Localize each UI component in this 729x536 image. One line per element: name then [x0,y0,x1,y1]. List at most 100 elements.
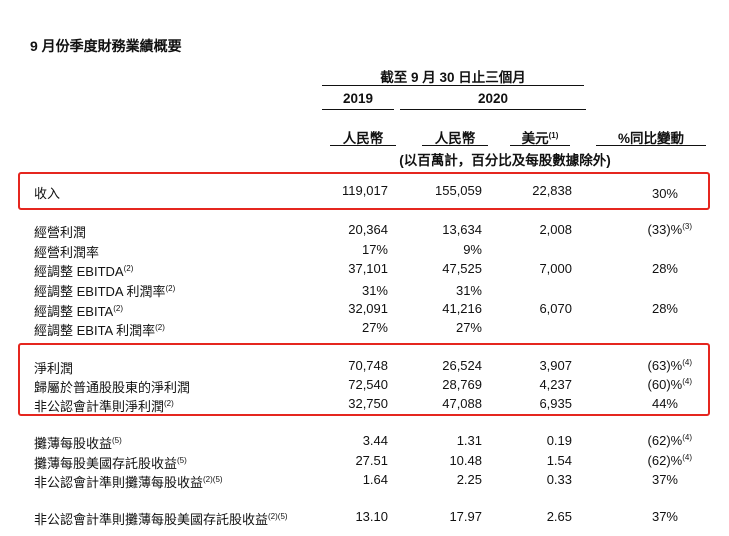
table-row: 非公認會計準則淨利潤(2) 32,750 47,088 6,935 44% [34,396,704,414]
value-2019: 70,748 [348,358,388,373]
row-label-text: 經調整 EBITA 利潤率 [34,323,156,338]
value-usd: 0.19 [546,433,572,448]
value-usd: 2.65 [546,509,572,524]
table-row: 經營利潤率 17% 9% [34,242,704,260]
value-yoy-text: 28% [651,301,678,316]
row-label-text: 經調整 EBITDA [34,264,124,279]
highlight-box-revenue [18,172,710,210]
value-2019: 27.51 [355,453,388,468]
value-yoy: 37% [652,472,678,487]
table-row: 淨利潤 70,748 26,524 3,907 (63)%(4) [34,358,704,376]
value-yoy-footnote: (4) [682,358,692,367]
value-yoy: (63)%(4) [648,358,692,373]
value-yoy: 37% [652,509,678,524]
table-row: 經調整 EBITDA(2) 37,101 47,525 7,000 28% [34,261,704,279]
value-2020: 26,524 [442,358,482,373]
year-2019-header: 2019 [342,91,374,106]
row-label-text: 經調整 EBITA [34,304,114,319]
value-yoy: (62)%(4) [648,453,692,468]
yoy-header: %同比變動 [617,131,684,146]
value-2019: 17% [361,242,388,257]
value-usd: 22,838 [532,183,572,198]
currency-usd: 美元(1) [521,131,559,146]
value-2020: 47,088 [442,396,482,411]
row-label-footnote: (2)(5) [268,512,288,521]
value-2019: 20,364 [348,222,388,237]
value-2019: 37,101 [348,261,388,276]
value-2020: 28,769 [442,377,482,392]
value-2020: 27% [455,320,482,335]
period-underline [322,85,584,86]
table-row: 經營利潤 20,364 13,634 2,008 (33)%(3) [34,222,704,240]
row-label-footnote: (2) [155,323,165,332]
value-2020: 13,634 [442,222,482,237]
row-label: 經調整 EBITA(2) [34,301,123,320]
currency-rmb-2019: 人民幣 [342,131,384,146]
value-yoy-footnote: (3) [682,222,692,231]
row-label-footnote: (2) [164,399,174,408]
value-2020: 1.31 [456,433,482,448]
value-2019: 32,750 [348,396,388,411]
value-usd: 7,000 [539,261,572,276]
row-label: 收入 [34,183,60,202]
value-yoy-footnote: (4) [682,377,692,386]
value-yoy: (62)%(4) [648,433,692,448]
value-yoy-footnote: (4) [682,433,692,442]
value-yoy-text: 44% [651,396,678,411]
highlight-box-net-income [18,343,710,416]
value-yoy-text: (60)% [647,377,683,392]
table-row: 歸屬於普通股股東的淨利潤 72,540 28,769 4,237 (60)%(4) [34,377,704,395]
value-usd: 6,070 [539,301,572,316]
value-2020: 17.97 [449,509,482,524]
row-label: 攤薄每股美國存託股收益(5) [34,453,187,472]
table-row: 收入 119,017 155,059 22,838 30% [34,183,704,201]
table-row: 經調整 EBITA 利潤率(2) 27% 27% [34,320,704,338]
row-label-footnote: (2) [165,284,176,293]
row-label-footnote: (5) [112,436,122,445]
value-2020: 41,216 [442,301,482,316]
units-note: (以百萬計，百分比及每股數據除外) [399,153,611,168]
row-label: 經調整 EBITDA(2) [34,261,133,280]
value-yoy-text: (62)% [647,453,683,468]
currency-rmb-2020: 人民幣 [434,131,476,146]
value-usd: 2,008 [539,222,572,237]
row-label: 經調整 EBITA 利潤率(2) [34,320,165,339]
value-yoy-text: 37% [651,472,678,487]
row-label: 非公認會計準則攤薄每股美國存託股收益(2)(5) [34,509,288,528]
row-label-text: 歸屬於普通股股東的淨利潤 [34,380,191,395]
value-yoy-text: 30% [651,186,678,201]
value-yoy-text: (63)% [647,358,683,373]
value-yoy-text: (62)% [647,433,683,448]
table-row: 經調整 EBITA(2) 32,091 41,216 6,070 28% [34,301,704,319]
value-yoy: (60)%(4) [648,377,692,392]
currency-underline-4 [596,145,706,146]
year-2020-underline [400,109,586,110]
row-label-text: 非公認會計準則攤薄每股收益 [34,475,204,490]
period-header: 截至 9 月 30 日止三個月 [380,70,526,85]
row-label-footnote: (2) [123,264,134,273]
table-row: 非公認會計準則攤薄每股美國存託股收益(2)(5) 13.10 17.97 2.65 37… [34,509,704,527]
value-2019: 119,017 [341,183,388,198]
value-usd: 3,907 [539,358,572,373]
row-label-footnote: (2)(5) [203,475,223,484]
value-2020: 155,059 [435,183,482,198]
year-2020-header: 2020 [477,91,509,106]
value-2020: 10.48 [449,453,482,468]
row-label-footnote: (5) [177,456,187,465]
value-usd: 1.54 [546,453,572,468]
value-2019: 31% [361,283,388,298]
value-yoy: 28% [652,261,678,276]
value-yoy: 28% [652,301,678,316]
value-2020: 31% [455,283,482,298]
row-label-text: 攤薄每股收益 [34,436,113,451]
row-label-text: 經調整 EBITDA 利潤率 [34,284,166,299]
row-label-text: 淨利潤 [34,361,74,376]
year-2019-underline [322,109,394,110]
value-2019: 32,091 [348,301,388,316]
table-row: 非公認會計準則攤薄每股收益(2)(5) 1.64 2.25 0.33 37% [34,472,704,490]
value-usd: 6,935 [539,396,572,411]
currency-underline-1 [330,145,396,146]
value-2020: 2.25 [456,472,482,487]
value-yoy-text: 28% [651,261,678,276]
row-label-text: 非公認會計準則淨利潤 [34,399,165,414]
